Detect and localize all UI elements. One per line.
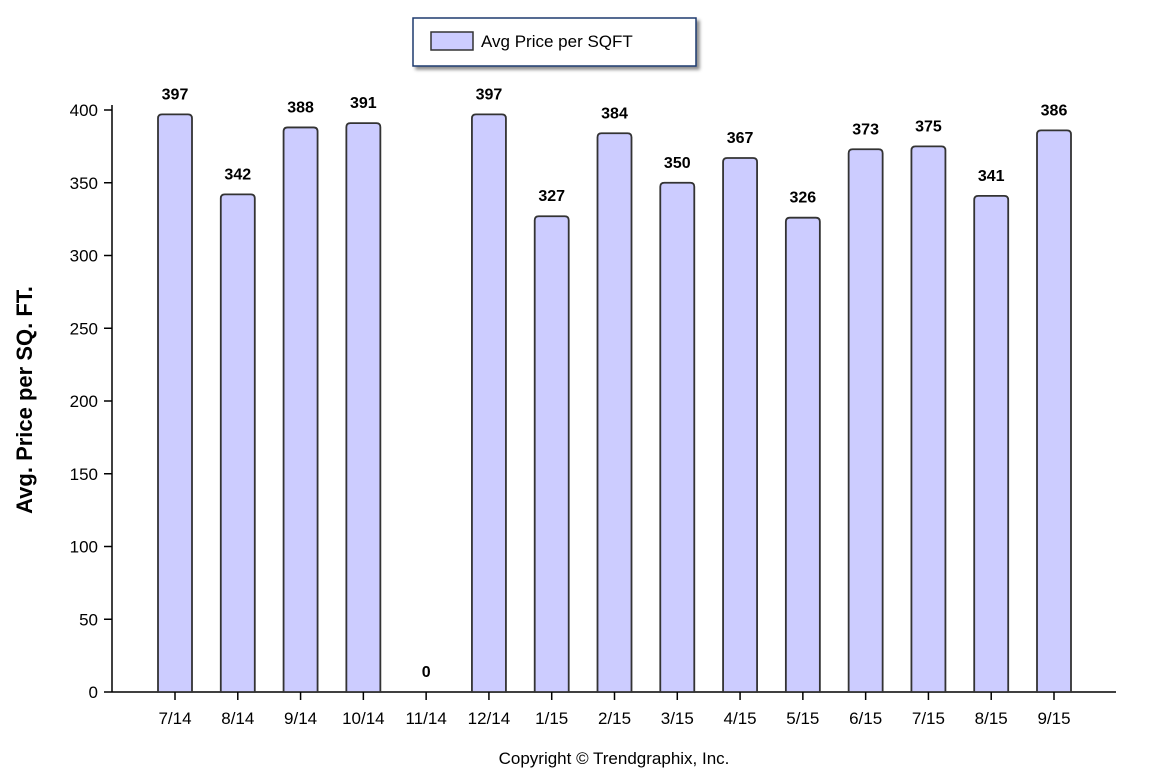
bar: [533, 215, 570, 693]
x-ticks: 7/14 8/14 9/14 10/14 11/14 12/14 1/15 2/15 3/15 4…: [158, 692, 1071, 728]
x-tick-label: 1/15: [535, 709, 568, 728]
data-label: 341: [978, 168, 1005, 185]
legend: Avg Price per SQFT: [412, 17, 697, 67]
data-label: 375: [915, 118, 942, 135]
bars: 397 342 388 391 0 397 327 384 350 367 326 373 375 341…: [157, 86, 1072, 693]
bar: [847, 148, 884, 693]
data-label: 373: [852, 121, 879, 138]
data-label: 384: [601, 105, 628, 122]
x-tick-label: 7/15: [912, 709, 945, 728]
y-tick-label: 150: [70, 465, 98, 484]
bar: [157, 113, 193, 693]
y-tick-label: 0: [89, 683, 98, 702]
bar: [471, 113, 507, 693]
x-tick-label: 10/14: [342, 709, 385, 728]
legend-swatch: [430, 31, 474, 51]
copyright-footer: Copyright © Trendgraphix, Inc.: [499, 749, 730, 768]
bar: [973, 194, 1010, 693]
data-label: 350: [664, 155, 691, 172]
bar: [219, 193, 256, 693]
bar: [784, 216, 821, 693]
y-axis-title: Avg. Price per SQ. FT.: [12, 286, 37, 514]
x-tick-label: 6/15: [849, 709, 882, 728]
y-tick-label: 350: [70, 174, 98, 193]
y-tick-label: 50: [79, 610, 98, 629]
y-tick-label: 400: [70, 101, 98, 120]
y-ticks: 0 50 100 150 200 250 300 350 400: [70, 101, 112, 702]
bar: [596, 132, 633, 693]
x-tick-label: 9/14: [284, 709, 317, 728]
legend-label: Avg Price per SQFT: [481, 32, 633, 51]
data-label: 367: [727, 130, 754, 147]
bar: [345, 122, 382, 693]
bar: [910, 145, 947, 693]
data-label: 397: [162, 86, 189, 103]
y-tick-label: 100: [70, 538, 98, 557]
y-tick-label: 300: [70, 247, 98, 266]
x-tick-label: 3/15: [661, 709, 694, 728]
y-tick-label: 200: [70, 392, 98, 411]
data-label: 388: [287, 99, 314, 116]
bar: [722, 157, 758, 693]
data-label: 397: [476, 86, 503, 103]
data-label: 327: [538, 188, 565, 205]
data-label: 326: [790, 190, 817, 207]
x-tick-label: 8/14: [221, 709, 254, 728]
data-label: 391: [350, 95, 377, 112]
x-tick-label: 7/14: [158, 709, 191, 728]
x-tick-label: 4/15: [724, 709, 757, 728]
x-tick-label: 11/14: [406, 709, 447, 728]
x-tick-label: 12/14: [468, 709, 511, 728]
x-tick-label: 2/15: [598, 709, 631, 728]
x-tick-label: 9/15: [1037, 709, 1070, 728]
bar: [1036, 129, 1072, 693]
bar: [659, 181, 696, 693]
data-label: 0: [422, 664, 431, 681]
x-tick-label: 8/15: [975, 709, 1008, 728]
x-tick-label: 5/15: [786, 709, 819, 728]
bar: [282, 126, 319, 693]
data-label: 386: [1041, 102, 1068, 119]
y-tick-label: 250: [70, 319, 98, 338]
data-label: 342: [224, 166, 251, 183]
